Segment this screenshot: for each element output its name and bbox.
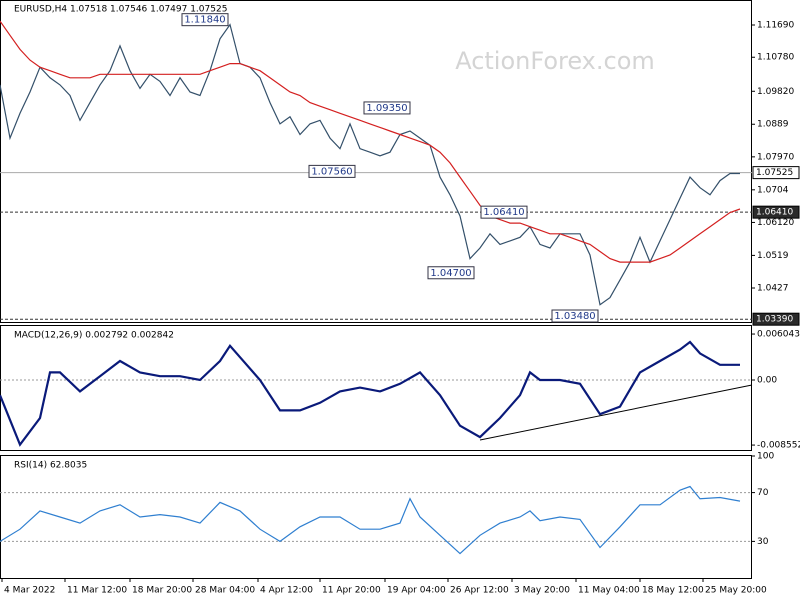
x-tick-label: 25 May 20:00 bbox=[705, 586, 767, 596]
y-tick-label: 1.07970 bbox=[757, 152, 794, 162]
annotation-label: 1.06410 bbox=[483, 207, 524, 218]
x-tick-label: 11 May 04:00 bbox=[578, 586, 640, 596]
annotation-box bbox=[480, 205, 528, 219]
panel-title: MACD(12,26,9) 0.002792 0.002842 bbox=[14, 331, 174, 341]
annotation-label: 1.07560 bbox=[311, 166, 352, 177]
series-line bbox=[0, 20, 741, 263]
level-label: 1.03390 bbox=[756, 315, 793, 325]
x-tick-label: 19 Apr 04:00 bbox=[387, 586, 446, 596]
level-tag bbox=[752, 312, 800, 326]
y-tick-label: 0.00 bbox=[757, 376, 777, 386]
y-tick-label: 1.0427 bbox=[757, 284, 789, 294]
y-tick-label: 100 bbox=[757, 452, 774, 462]
x-tick-label: 11 Apr 20:00 bbox=[322, 586, 381, 596]
y-tick-label: 1.06120 bbox=[757, 218, 794, 228]
series-line bbox=[0, 485, 741, 555]
y-tick-label: 0.006043 bbox=[757, 330, 800, 340]
y-tick-label: 1.0889 bbox=[757, 120, 789, 130]
x-tick-label: 28 Mar 04:00 bbox=[195, 586, 255, 596]
x-tick-label: 18 Mar 20:00 bbox=[132, 586, 192, 596]
series-line bbox=[0, 340, 740, 447]
annotation-box bbox=[308, 164, 356, 178]
y-tick-label: 70 bbox=[757, 488, 769, 498]
annotation-box bbox=[363, 101, 411, 115]
level-tag bbox=[752, 205, 800, 219]
price-frame bbox=[0, 0, 752, 323]
x-tick-label: 4 Apr 12:00 bbox=[260, 586, 313, 596]
annotation-label: 1.04700 bbox=[430, 268, 471, 279]
level-label: 1.06410 bbox=[756, 208, 793, 218]
x-tick-label: 26 Apr 12:00 bbox=[450, 586, 509, 596]
annotation-box bbox=[551, 309, 599, 323]
y-tick-label: 1.0519 bbox=[757, 251, 789, 261]
x-tick-label: 18 May 12:00 bbox=[642, 586, 704, 596]
macd-frame bbox=[0, 325, 752, 451]
panel-title: EURUSD,H4 1.07518 1.07546 1.07497 1.0752… bbox=[14, 5, 227, 15]
level-label: 1.07525 bbox=[756, 168, 793, 178]
annotation-label: 1.03480 bbox=[554, 311, 595, 322]
x-tick-label: 3 May 20:00 bbox=[514, 586, 570, 596]
annotation-box bbox=[427, 266, 475, 280]
y-tick-label: 1.10780 bbox=[757, 53, 794, 63]
rsi-frame bbox=[0, 455, 752, 579]
y-tick-label: 1.0704 bbox=[757, 185, 789, 195]
y-tick-label: 1.11690 bbox=[757, 20, 794, 30]
annotation-label: 1.11840 bbox=[184, 15, 225, 26]
watermark: ActionForex.com bbox=[455, 47, 655, 75]
annotation-box bbox=[181, 13, 229, 27]
y-tick-label: -0.008552 bbox=[757, 441, 800, 451]
level-tag bbox=[752, 166, 800, 180]
annotation-label: 1.09350 bbox=[366, 103, 407, 114]
y-tick-label: 30 bbox=[757, 537, 769, 547]
x-tick-label: 11 Mar 12:00 bbox=[67, 586, 127, 596]
panel-title: RSI(14) 62.8035 bbox=[14, 461, 87, 471]
y-tick-label: 1.09820 bbox=[757, 87, 794, 97]
trend-line bbox=[479, 384, 753, 441]
x-tick-label: 4 Mar 2022 bbox=[4, 586, 55, 596]
series-line bbox=[0, 23, 740, 306]
